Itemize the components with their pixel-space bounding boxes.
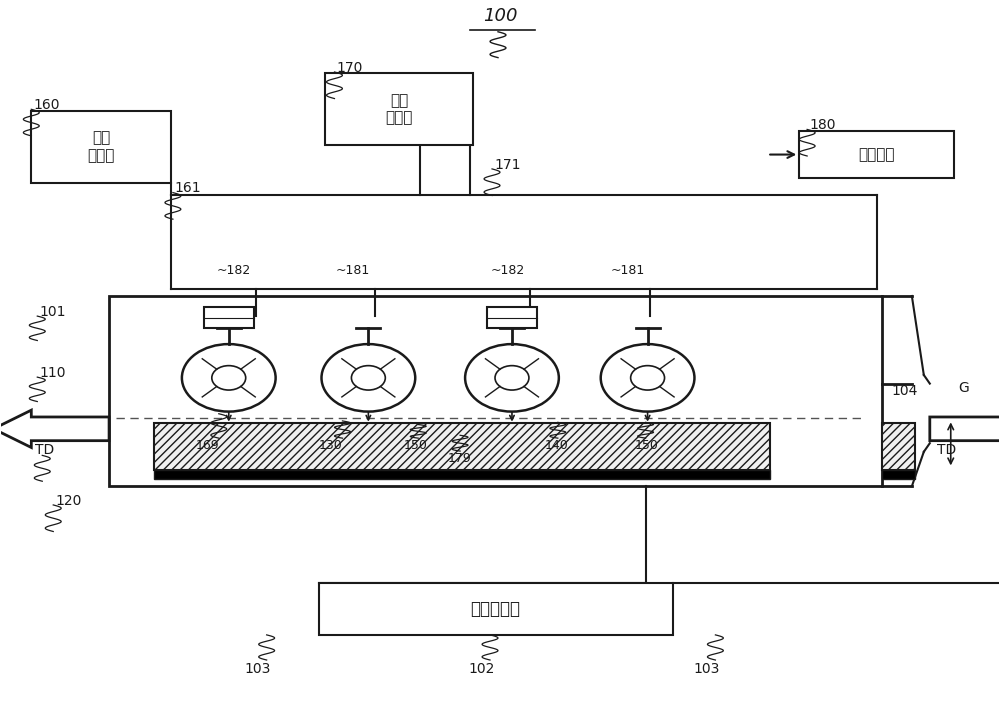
Text: 169: 169 <box>196 439 219 452</box>
Text: 179: 179 <box>448 452 472 465</box>
Text: 抚真空部: 抚真空部 <box>858 146 895 162</box>
Text: 150: 150 <box>403 439 427 452</box>
Text: 第一
供气部: 第一 供气部 <box>87 131 115 163</box>
Text: 180: 180 <box>809 118 836 132</box>
Text: ~182: ~182 <box>491 265 525 278</box>
Bar <box>154 423 770 470</box>
Bar <box>325 74 473 145</box>
Bar <box>487 306 537 328</box>
Text: 104: 104 <box>892 384 918 398</box>
Text: TD: TD <box>35 443 54 457</box>
Text: 101: 101 <box>39 305 66 319</box>
Text: 161: 161 <box>175 181 202 195</box>
Text: 103: 103 <box>693 663 720 676</box>
Bar <box>882 423 915 470</box>
Bar <box>154 470 770 479</box>
Text: ~181: ~181 <box>336 265 370 278</box>
Text: 110: 110 <box>39 366 66 380</box>
Bar <box>319 583 673 635</box>
Text: G: G <box>959 381 969 395</box>
Text: 腔室干式泵: 腔室干式泵 <box>471 600 521 618</box>
Bar <box>31 111 171 182</box>
Text: 150: 150 <box>635 439 658 452</box>
Text: 140: 140 <box>545 439 569 452</box>
Text: 100: 100 <box>483 6 517 25</box>
FancyArrow shape <box>0 410 109 448</box>
Bar <box>204 306 254 328</box>
Bar <box>109 296 882 486</box>
Text: 160: 160 <box>33 98 60 112</box>
Bar <box>882 470 915 479</box>
Text: 第二
供气部: 第二 供气部 <box>386 93 413 125</box>
Text: 102: 102 <box>468 663 494 676</box>
Text: 170: 170 <box>336 61 363 75</box>
Text: ~181: ~181 <box>610 265 645 278</box>
Text: TD: TD <box>937 443 956 457</box>
Text: 171: 171 <box>494 158 521 172</box>
Text: 130: 130 <box>319 439 342 452</box>
Text: ~182: ~182 <box>216 265 251 278</box>
Text: 120: 120 <box>55 494 82 508</box>
Bar <box>799 131 954 177</box>
FancyArrow shape <box>930 410 1000 448</box>
Text: 103: 103 <box>245 663 271 676</box>
